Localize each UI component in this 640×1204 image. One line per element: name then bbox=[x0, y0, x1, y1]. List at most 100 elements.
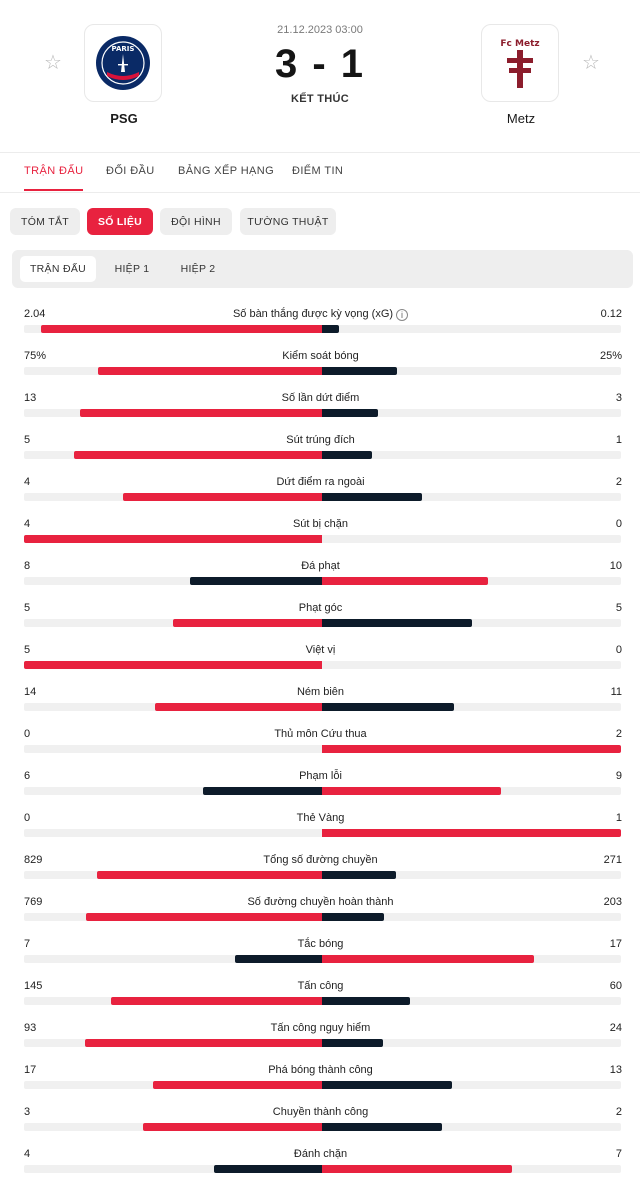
stat-bar-home bbox=[111, 997, 322, 1005]
home-team[interactable]: PARIS PSG bbox=[84, 24, 164, 126]
stat-label-text: Tổng số đường chuyền bbox=[263, 854, 378, 866]
stat-label: Tắc bóng bbox=[120, 938, 521, 950]
star-icon[interactable]: ☆ bbox=[582, 52, 600, 74]
stat-bar-away bbox=[322, 997, 410, 1005]
match-datetime: 21.12.2023 03:00 bbox=[277, 24, 363, 36]
stat-bar-away bbox=[322, 703, 454, 711]
stat-label-text: Sút bị chặn bbox=[292, 518, 349, 530]
stat-home-value: 4 bbox=[24, 518, 31, 530]
stat-home-value: 2.04 bbox=[24, 308, 46, 320]
subtab-summary[interactable]: TÓM TẮT bbox=[10, 208, 80, 235]
stat-home-value: 7 bbox=[24, 938, 31, 950]
stat-label-text: Tắc bóng bbox=[297, 938, 344, 950]
stat-away-value: 10 bbox=[609, 560, 622, 572]
stat-home-value: 0 bbox=[24, 728, 31, 740]
stat-label-text: Tấn công nguy hiểm bbox=[270, 1022, 371, 1034]
stat-bar-away bbox=[322, 787, 501, 795]
stat-home-value: 0 bbox=[24, 812, 31, 824]
stat-away-value: 1 bbox=[615, 434, 622, 446]
period-first-half[interactable]: HIỆP 1 bbox=[114, 263, 150, 275]
stat-bar-home bbox=[24, 661, 322, 669]
stat-row: 6 Phạm lỗi 9 bbox=[0, 762, 640, 804]
stat-label-text: Đá phạt bbox=[301, 560, 340, 572]
subtab-stats[interactable]: SỐ LIỆU bbox=[87, 208, 153, 235]
stat-away-value: 11 bbox=[610, 686, 622, 698]
stat-bar-home bbox=[74, 451, 322, 459]
tab-news[interactable]: ĐIỂM TIN bbox=[292, 165, 344, 177]
stat-home-value: 5 bbox=[24, 602, 31, 614]
stat-away-value: 2 bbox=[615, 476, 622, 488]
stat-label-text: Kiểm soát bóng bbox=[282, 350, 359, 362]
stat-row: 13 Số lần dứt điểm 3 bbox=[0, 384, 640, 426]
stat-row: 8 Đá phạt 10 bbox=[0, 552, 640, 594]
stat-row: 145 Tấn công 60 bbox=[0, 972, 640, 1014]
stat-label: Ném biên bbox=[120, 686, 521, 698]
stat-bar-home bbox=[85, 1039, 322, 1047]
info-icon[interactable]: i bbox=[396, 309, 409, 321]
stat-label: Tấn công nguy hiểm bbox=[120, 1022, 521, 1034]
stat-bar-away bbox=[322, 619, 472, 627]
stat-row: 4 Dứt điểm ra ngoài 2 bbox=[0, 468, 640, 510]
subtab-lineups[interactable]: ĐỘI HÌNH bbox=[160, 208, 232, 235]
stat-row: 5 Phạt góc 5 bbox=[0, 594, 640, 636]
psg-crest-icon: PARIS bbox=[96, 36, 150, 90]
stat-label-text: Số đường chuyền hoàn thành bbox=[247, 896, 394, 908]
stat-bar-home bbox=[41, 325, 322, 333]
stat-label: Phá bóng thành công bbox=[120, 1064, 521, 1076]
away-team[interactable]: Fc Metz Metz bbox=[481, 24, 561, 126]
stat-home-value: 14 bbox=[24, 686, 37, 698]
tab-head-to-head[interactable]: ĐỐI ĐẦU bbox=[106, 165, 155, 177]
home-team-name: PSG bbox=[110, 111, 138, 126]
psg-crest-text: PARIS bbox=[112, 45, 135, 53]
stat-label: Kiểm soát bóng bbox=[120, 350, 521, 362]
stat-bar-away bbox=[322, 1039, 383, 1047]
stat-bar-home bbox=[190, 577, 322, 585]
stat-row: 7 Tắc bóng 17 bbox=[0, 930, 640, 972]
stat-label: Chuyền thành công bbox=[120, 1106, 521, 1118]
match-header: ☆ PARIS PSG 21.12.2023 03:00 3 - 1 KẾT T… bbox=[0, 0, 640, 153]
metz-crest-text: Fc Metz bbox=[500, 39, 539, 49]
stat-row: 3 Chuyền thành công 2 bbox=[0, 1098, 640, 1140]
stat-away-value: 0.12 bbox=[600, 308, 622, 320]
stat-label-text: Số bàn thắng được kỳ vọng (xG) bbox=[232, 308, 394, 320]
stat-label-text: Sút trúng đích bbox=[286, 434, 355, 446]
stat-label-text: Việt vị bbox=[305, 644, 336, 656]
period-selector: TRẬN ĐẤU HIỆP 1 HIỆP 2 bbox=[12, 250, 633, 288]
home-team-logo: PARIS bbox=[84, 24, 162, 102]
stat-away-value: 0 bbox=[615, 644, 622, 656]
stat-row: 17 Phá bóng thành công 13 bbox=[0, 1056, 640, 1098]
stat-bar-away bbox=[322, 913, 384, 921]
stat-row: 4 Đánh chặn 7 bbox=[0, 1140, 640, 1182]
stat-home-value: 145 bbox=[24, 980, 43, 992]
period-second-half[interactable]: HIỆP 2 bbox=[180, 263, 216, 275]
period-full-match[interactable]: TRẬN ĐẤU bbox=[20, 256, 96, 282]
stat-label: Phạt góc bbox=[120, 602, 521, 614]
star-icon[interactable]: ☆ bbox=[44, 52, 62, 74]
match-status: KẾT THÚC bbox=[290, 93, 349, 105]
stat-away-value: 60 bbox=[609, 980, 622, 992]
stat-away-value: 271 bbox=[603, 854, 622, 866]
stat-label: Tấn công bbox=[120, 980, 521, 992]
stat-home-value: 4 bbox=[24, 476, 31, 488]
metz-crest-icon: Fc Metz bbox=[500, 39, 540, 88]
stat-label-text: Tấn công bbox=[297, 980, 344, 992]
stat-label-text: Đánh chặn bbox=[293, 1148, 348, 1160]
stat-label-text: Thẻ Vàng bbox=[296, 812, 345, 824]
tab-standings[interactable]: BẢNG XẾP HẠNG bbox=[178, 165, 275, 177]
stat-row: 5 Sút trúng đích 1 bbox=[0, 426, 640, 468]
stat-bar-home bbox=[235, 955, 322, 963]
stat-label: Sút bị chặn bbox=[120, 518, 521, 530]
stat-bar-away bbox=[322, 493, 422, 501]
stat-label-text: Số lần dứt điểm bbox=[281, 392, 360, 404]
subtab-commentary[interactable]: TƯỜNG THUẬT bbox=[240, 208, 336, 235]
stat-bar-away bbox=[322, 829, 621, 837]
stat-label: Số bàn thắng được kỳ vọng (xG) i bbox=[120, 308, 521, 321]
away-team-logo: Fc Metz bbox=[481, 24, 559, 102]
stat-bar-home bbox=[123, 493, 322, 501]
stat-bar-away bbox=[322, 1081, 452, 1089]
stat-row: 829 Tổng số đường chuyền 271 bbox=[0, 846, 640, 888]
tab-match[interactable]: TRẬN ĐẤU bbox=[24, 165, 84, 191]
stat-label: Sút trúng đích bbox=[120, 434, 521, 446]
stat-row: 14 Ném biên 11 bbox=[0, 678, 640, 720]
stat-label: Thẻ Vàng bbox=[120, 812, 521, 824]
